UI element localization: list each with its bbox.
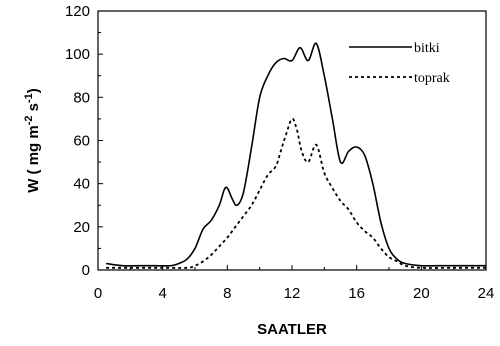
y-tick-label: 40: [73, 176, 90, 193]
labels: 0 20 40 60 80 100 120 0 4 8 12 16 20 24 SAATLER W ( mg …: [23, 3, 494, 338]
x-axis-title: SAATLER: [257, 321, 327, 338]
x-tick-label: 0: [94, 285, 102, 302]
x-tick-label: 24: [478, 285, 495, 302]
legend-label-bitki: bitki: [414, 41, 440, 56]
y-tick-label: 120: [65, 3, 90, 20]
legend: bitki toprak: [349, 41, 450, 86]
x-tick-label: 12: [284, 285, 301, 302]
x-tick-label: 4: [158, 285, 166, 302]
y-tick-label: 0: [82, 262, 90, 279]
y-axis-title-part: -1: [23, 93, 35, 103]
x-tick-label: 16: [348, 285, 365, 302]
x-tick-label: 20: [413, 285, 430, 302]
x-tick-label: 8: [223, 285, 231, 302]
y-axis-title-part: W ( mg m: [25, 125, 42, 193]
y-tick-label: 100: [65, 46, 90, 63]
series-line-toprak: [106, 117, 486, 269]
series-line-bitki: [105, 42, 486, 267]
y-axis-title-part: s: [25, 103, 42, 116]
y-axis-title-part: -2: [23, 116, 35, 126]
y-tick-label: 80: [73, 89, 90, 106]
legend-label-toprak: toprak: [414, 71, 450, 86]
y-tick-label: 20: [73, 219, 90, 236]
y-axis-title-part: ): [25, 88, 42, 93]
y-tick-label: 60: [73, 133, 90, 150]
y-axis-title: W ( mg m-2 s-1): [23, 88, 42, 193]
series-layer: [105, 42, 486, 269]
axes: [97, 10, 487, 271]
